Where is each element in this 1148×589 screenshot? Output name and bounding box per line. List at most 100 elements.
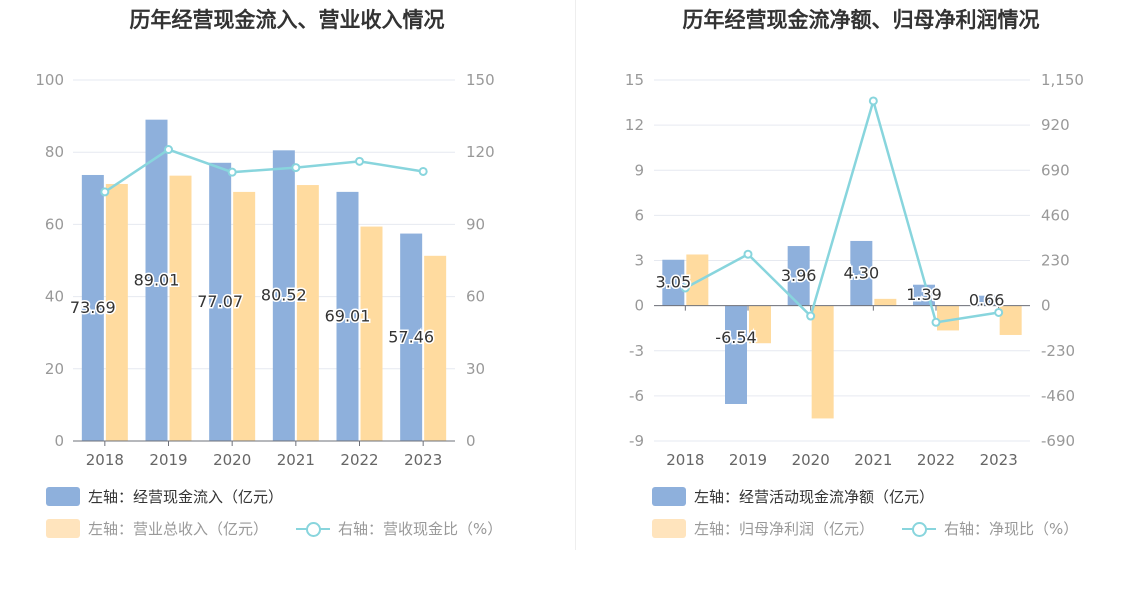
bar-series-1 bbox=[209, 162, 232, 442]
y-right-tick-label: -690 bbox=[1041, 432, 1075, 450]
bar-series-2 bbox=[937, 305, 959, 331]
line-point bbox=[164, 145, 173, 155]
bar-series-1 bbox=[400, 233, 423, 441]
bar-series-1 bbox=[81, 174, 104, 441]
legend-item-bar-2[interactable]: 左轴：营业总收入（亿元） bbox=[46, 518, 268, 539]
y-left-tick-label: 40 bbox=[45, 288, 64, 306]
y-right-tick-label: 460 bbox=[1041, 206, 1070, 224]
x-tick-label: 2021 bbox=[854, 451, 892, 469]
bar-data-label: 69.01 bbox=[325, 306, 371, 325]
bar-series-2 bbox=[424, 255, 447, 441]
legend-label: 左轴：归母净利润（亿元） bbox=[694, 520, 875, 538]
legend-item-line[interactable]: 右轴：营收现金比（%） bbox=[296, 518, 502, 539]
bar-data-label: 1.39 bbox=[906, 285, 942, 304]
bar-data-label: -6.54 bbox=[715, 328, 756, 347]
bar-series-2 bbox=[874, 298, 897, 306]
y-right-tick-label: 0 bbox=[466, 432, 476, 450]
y-right-tick-label: 150 bbox=[466, 71, 495, 89]
line-point bbox=[227, 167, 237, 177]
bar-series-2 bbox=[169, 175, 192, 442]
legend-label: 右轴：净现比（%） bbox=[944, 520, 1079, 538]
bar-series-2 bbox=[686, 254, 709, 306]
bar-series-2 bbox=[233, 191, 256, 441]
bar-data-label: 3.05 bbox=[656, 273, 692, 292]
bar-series-1 bbox=[272, 150, 295, 441]
bar-series-1 bbox=[336, 191, 359, 441]
bar-series-1 bbox=[975, 295, 998, 306]
legend-label: 左轴：经营活动现金流净额（亿元） bbox=[694, 488, 935, 506]
x-tick-label: 2020 bbox=[213, 451, 251, 469]
y-right-tick-label: 90 bbox=[466, 215, 485, 233]
x-tick-label: 2022 bbox=[340, 451, 378, 469]
bar-data-label: 77.07 bbox=[197, 292, 243, 311]
y-right-tick-label: 60 bbox=[466, 288, 485, 306]
legend-label: 右轴：营收现金比（%） bbox=[338, 520, 503, 538]
chart-title: 历年经营现金流入、营业收入情况 bbox=[129, 8, 445, 32]
legend-label: 左轴：经营现金流入（亿元） bbox=[88, 488, 284, 506]
line-point bbox=[680, 283, 690, 293]
y-left-tick-label: 80 bbox=[45, 143, 64, 161]
legend-item-line[interactable]: 右轴：净现比（%） bbox=[902, 518, 1078, 539]
bar-series-2 bbox=[749, 305, 771, 344]
line-point bbox=[931, 317, 941, 327]
line-point bbox=[291, 163, 301, 173]
y-left-tick-label: -9 bbox=[629, 432, 644, 450]
bar-series-1 bbox=[662, 259, 685, 306]
bar-series-2 bbox=[360, 226, 383, 441]
legend-item-bar-1[interactable]: 左轴：经营活动现金流净额（亿元） bbox=[652, 486, 934, 507]
legend-item-bar-2[interactable]: 左轴：归母净利润（亿元） bbox=[652, 518, 874, 539]
legend-line-icon bbox=[296, 519, 330, 538]
y-left-tick-label: 20 bbox=[45, 360, 64, 378]
legend-swatch-blue bbox=[652, 487, 686, 506]
bar-series-2 bbox=[811, 305, 834, 419]
legend-line-icon bbox=[902, 519, 936, 538]
legend-swatch-orange bbox=[46, 519, 80, 538]
y-right-tick-label: -460 bbox=[1041, 387, 1075, 405]
chart-plot-right: -9 -6 -3 0 3 6 9 12 15 -690 -460 -230 0 230 460 690 920 1… bbox=[625, 71, 1084, 469]
y-left-tick-label: 12 bbox=[625, 116, 644, 134]
x-tick-label: 2020 bbox=[792, 451, 830, 469]
y-right-tick-label: 120 bbox=[466, 143, 495, 161]
y-right-tick-label: 230 bbox=[1041, 252, 1070, 270]
y-left-tick-label: 0 bbox=[54, 432, 64, 450]
y-right-tick-label: 690 bbox=[1041, 161, 1070, 179]
chart-plot-left: 0 20 40 60 80 100 0 30 60 90 120 150 2018 2019 2020 202… bbox=[35, 71, 495, 469]
line-point bbox=[868, 96, 878, 106]
bar-data-label: 73.69 bbox=[70, 298, 116, 317]
x-tick-label: 2018 bbox=[666, 451, 704, 469]
x-tick-label: 2018 bbox=[86, 451, 124, 469]
panel-divider bbox=[575, 0, 576, 550]
bar-series-1 bbox=[787, 246, 810, 306]
y-right-tick-label: -230 bbox=[1041, 342, 1075, 360]
x-tick-label: 2019 bbox=[729, 451, 767, 469]
x-tick-label: 2022 bbox=[917, 451, 955, 469]
y-right-tick-label: 1,150 bbox=[1041, 71, 1084, 89]
y-left-tick-label: -6 bbox=[629, 387, 644, 405]
bar-series-1 bbox=[850, 240, 873, 306]
legend-item-bar-1[interactable]: 左轴：经营现金流入（亿元） bbox=[46, 486, 283, 507]
chart-panel-right: 历年经营现金流净额、归母净利润情况 -9 -6 -3 0 3 6 9 12 15 -690 -460… bbox=[574, 0, 1148, 589]
y-left-tick-label: 60 bbox=[45, 215, 64, 233]
y-right-tick-label: 30 bbox=[466, 360, 485, 378]
y-left-tick-label: 6 bbox=[634, 206, 644, 224]
y-left-tick-label: 3 bbox=[634, 252, 644, 270]
chart-title: 历年经营现金流净额、归母净利润情况 bbox=[682, 8, 1040, 32]
y-left-tick-label: 15 bbox=[625, 71, 644, 89]
y-left-tick-label: 0 bbox=[634, 297, 644, 315]
y-right-tick-label: 0 bbox=[1041, 297, 1051, 315]
legend-swatch-blue bbox=[46, 487, 80, 506]
line-point bbox=[355, 156, 364, 166]
y-right-tick-label: 920 bbox=[1041, 116, 1070, 134]
bar-series-1 bbox=[725, 305, 747, 404]
bar-data-label: 3.96 bbox=[781, 266, 817, 285]
legend-label: 左轴：营业总收入（亿元） bbox=[88, 520, 269, 538]
x-tick-label: 2023 bbox=[980, 451, 1018, 469]
line-series bbox=[104, 148, 424, 193]
bar-series-2 bbox=[296, 185, 319, 441]
line-point bbox=[100, 187, 110, 197]
y-left-tick-label: 100 bbox=[35, 71, 64, 89]
bar-data-label: 57.46 bbox=[388, 327, 434, 346]
y-left-tick-label: -3 bbox=[629, 342, 644, 360]
bar-data-label: 89.01 bbox=[134, 270, 180, 289]
line-point bbox=[994, 307, 1004, 317]
